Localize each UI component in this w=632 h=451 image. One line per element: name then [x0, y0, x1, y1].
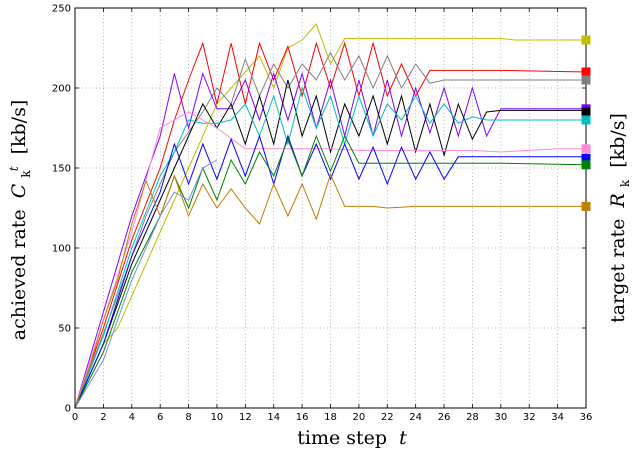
target-marker-8: [581, 153, 591, 163]
x-tick-label: 14: [267, 412, 280, 423]
y-tick-label: 250: [52, 4, 71, 15]
x-tick-label: 12: [239, 412, 252, 423]
x-tick-label: 36: [580, 412, 593, 423]
series-line-3: [74, 51, 586, 409]
target-marker-6: [581, 115, 591, 125]
series-line-5: [74, 79, 586, 409]
x-tick-label: 16: [296, 412, 309, 423]
series-line-11: [74, 159, 218, 409]
x-tick-label: 26: [438, 412, 451, 423]
target-marker-10: [581, 201, 591, 211]
x-tick-label: 6: [157, 412, 163, 423]
series-group: [74, 23, 587, 409]
x-axis-label-text: time step: [297, 427, 387, 449]
series-line-8: [74, 134, 586, 409]
x-tick-label: 2: [100, 412, 106, 423]
x-tick-label: 18: [324, 412, 337, 423]
y-axis-label-var: C: [8, 183, 30, 198]
series-line-10: [74, 172, 586, 409]
x-tick-label: 32: [523, 412, 536, 423]
x-tick-label: 30: [494, 412, 507, 423]
x-tick-label: 24: [409, 412, 422, 423]
target-marker-5: [581, 107, 591, 117]
x-tick-label: 28: [466, 412, 479, 423]
target-marker-1: [581, 35, 591, 45]
y-axis-label-unit: [kb/s]: [8, 100, 30, 155]
y2-axis-label: target rate R k [kb/s]: [607, 113, 632, 323]
series-line-7: [74, 111, 586, 409]
y2-axis-label-sub: k: [618, 179, 632, 187]
target-marker-9: [581, 160, 591, 170]
series-line-6: [74, 86, 586, 409]
ticks: 0 2 4 6 8 10 12 14 16 18 20 22 24 26 28 30 32 34 360501001…: [52, 4, 592, 424]
grid: [75, 8, 586, 408]
y-axis-label: achieved rate C k t [kb/s]: [1, 100, 35, 341]
x-tick-label: 0: [72, 412, 78, 423]
y2-axis-label-var: R: [607, 193, 629, 208]
x-tick-label: 4: [129, 412, 135, 423]
y-tick-label: 200: [52, 84, 71, 95]
target-marker-3: [581, 75, 591, 85]
target-marker-2: [581, 67, 591, 77]
y-axis-label-sub: k: [19, 170, 33, 178]
x-tick-label: 34: [551, 412, 564, 423]
y2-axis-label-text: target rate: [607, 218, 629, 322]
y-tick-label: 0: [65, 404, 71, 415]
x-tick-label: 22: [381, 412, 394, 423]
x-tick-label: 8: [185, 412, 191, 423]
y-axis-label-sup: t: [7, 166, 21, 171]
y-axis-label-text: achieved rate: [8, 209, 30, 340]
target-markers: [581, 35, 591, 211]
y-tick-label: 50: [58, 324, 71, 335]
target-marker-7: [581, 144, 591, 154]
series-line-1: [74, 23, 586, 409]
x-tick-label: 20: [353, 412, 366, 423]
x-axis-label-var: t: [399, 427, 407, 449]
y-tick-label: 150: [52, 164, 71, 175]
series-line-2: [74, 41, 587, 409]
x-tick-label: 10: [211, 412, 224, 423]
x-axis-label: time step t: [297, 427, 407, 449]
y2-axis-label-unit: [kb/s]: [607, 113, 629, 168]
y-tick-label: 100: [52, 244, 71, 255]
